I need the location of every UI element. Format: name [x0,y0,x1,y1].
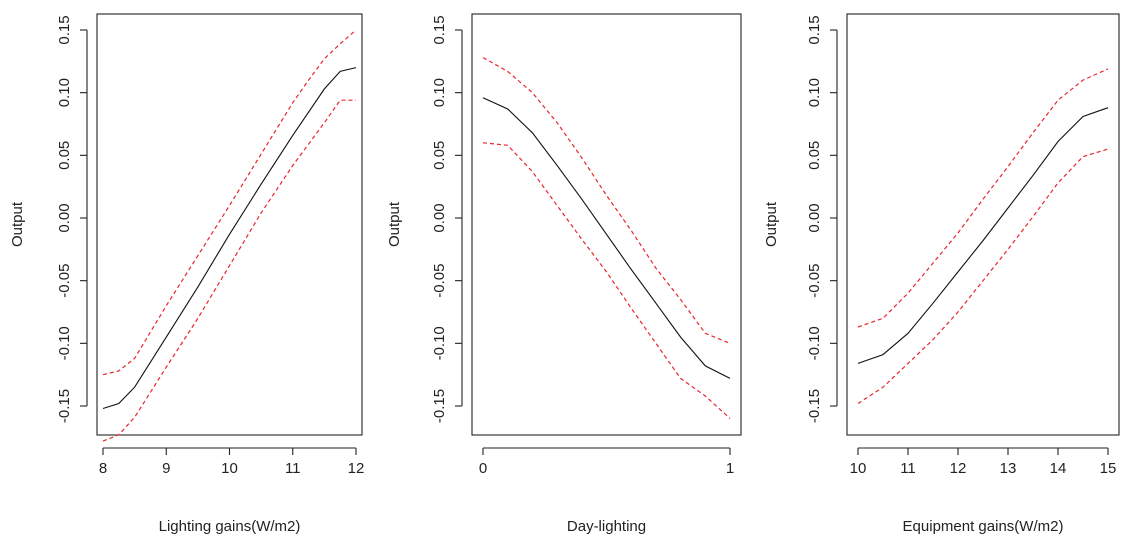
y-tick-label: -0.15 [806,389,823,423]
y-tick-label: 0.10 [431,78,448,107]
x-tick-label: 12 [950,460,967,477]
y-tick-label: -0.05 [56,264,73,298]
upper-band-line [102,29,357,376]
y-tick-label: 0.15 [806,15,823,44]
y-tick-label: -0.15 [431,389,448,423]
y-tick-label: -0.10 [431,326,448,360]
x-tick-label: 12 [348,460,365,477]
x-tick-label: 14 [1050,460,1067,477]
plot-panel-2: -0.15 -0.10 -0.05 0.00 0.05 0.10 0.15 0 1 Day-lig… [386,13,742,535]
x-tick-label: 11 [285,460,301,477]
upper-band-line [482,57,731,344]
fit-line [102,67,357,410]
x-tick-label: 11 [900,460,916,477]
x-tick-label: 13 [1000,460,1017,477]
y-tick-label: -0.15 [56,389,73,423]
y-tick-label: -0.10 [56,326,73,360]
x-axis-title: Day-lighting [567,518,646,535]
y-tick-label: 0.05 [56,141,73,170]
y-tick-label: 0.10 [56,78,73,107]
y-tick-label: 0.00 [806,203,823,232]
y-tick-label: -0.10 [806,326,823,360]
fit-line [857,107,1109,364]
y-tick-label: 0.00 [431,203,448,232]
x-axis-title: Lighting gains(W/m2) [159,518,301,535]
y-tick-label: 0.15 [56,15,73,44]
plot-panel-1: -0.15 -0.10 -0.05 0.00 0.05 0.10 0.15 8 9 10 11 12 L… [9,13,365,535]
plot-panel-3: -0.15 -0.10 -0.05 0.00 0.05 0.10 0.15 10 11 12 13 1… [763,13,1120,535]
x-tick-label: 10 [850,460,867,477]
y-tick-label: 0.00 [56,203,73,232]
y-tick-label: 0.10 [806,78,823,107]
x-tick-label: 9 [162,460,170,477]
x-tick-label: 10 [221,460,238,477]
y-axis-title: Output [9,201,26,247]
y-axis-title: Output [763,201,780,247]
upper-band-line [857,68,1109,328]
x-tick-label: 15 [1100,460,1117,477]
y-tick-label: 0.05 [806,141,823,170]
x-tick-label: 8 [99,460,107,477]
fit-line [482,97,731,379]
lower-band-line [857,148,1109,405]
plot-frame [96,13,363,436]
plot-frame [846,13,1120,436]
x-axis-title: Equipment gains(W/m2) [903,518,1064,535]
plot-frame [471,13,742,436]
y-tick-label: 0.15 [431,15,448,44]
y-tick-label: -0.05 [431,264,448,298]
lower-band-line [482,142,731,419]
x-tick-label: 0 [479,460,487,477]
x-tick-label: 1 [726,460,734,477]
y-tick-label: -0.05 [806,264,823,298]
y-tick-label: 0.05 [431,141,448,170]
lower-band-line [102,99,356,442]
y-axis-title: Output [386,201,403,247]
